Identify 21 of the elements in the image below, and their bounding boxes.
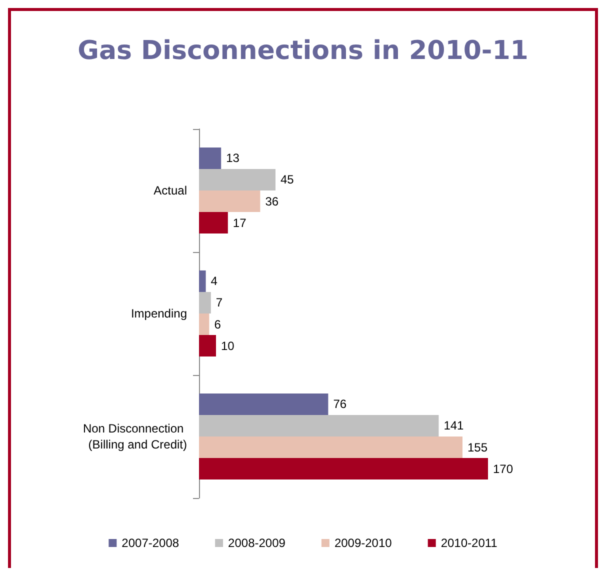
data-label: 36 — [265, 194, 279, 208]
chart-title: Gas Disconnections in 2010-11 — [78, 36, 528, 66]
legend-label: 2007-2008 — [122, 536, 180, 550]
data-label: 155 — [468, 440, 488, 454]
data-label: 7 — [216, 296, 223, 310]
legend-label: 2010-2011 — [440, 536, 498, 550]
data-label: 17 — [232, 216, 247, 230]
legend-label: 2008-2009 — [228, 536, 286, 550]
data-label: 13 — [226, 151, 240, 166]
data-label: 10 — [221, 338, 235, 353]
data-label: 4 — [210, 274, 218, 288]
data-label: 76 — [333, 397, 347, 412]
data-label: 141 — [444, 418, 464, 433]
data-label: 170 — [493, 462, 514, 476]
y-tick-label: Non Disconnection (Billing and Credit) — [82, 422, 187, 452]
y-tick-label: Impending — [130, 306, 187, 320]
legend-label: 2009-2010 — [334, 536, 392, 550]
data-label: 45 — [280, 172, 294, 187]
page-frame: Actual Impending Non Disconnection (Billing and Credit) 13 4 76 45 7 141 36 6 155 17 10 170 2007-2008 2008-2009 2009-2010 2010-2011 Gas Disconnections in 2010-11 — [8, 8, 598, 568]
data-label: 6 — [214, 317, 222, 332]
y-tick-label: Actual — [154, 184, 187, 198]
